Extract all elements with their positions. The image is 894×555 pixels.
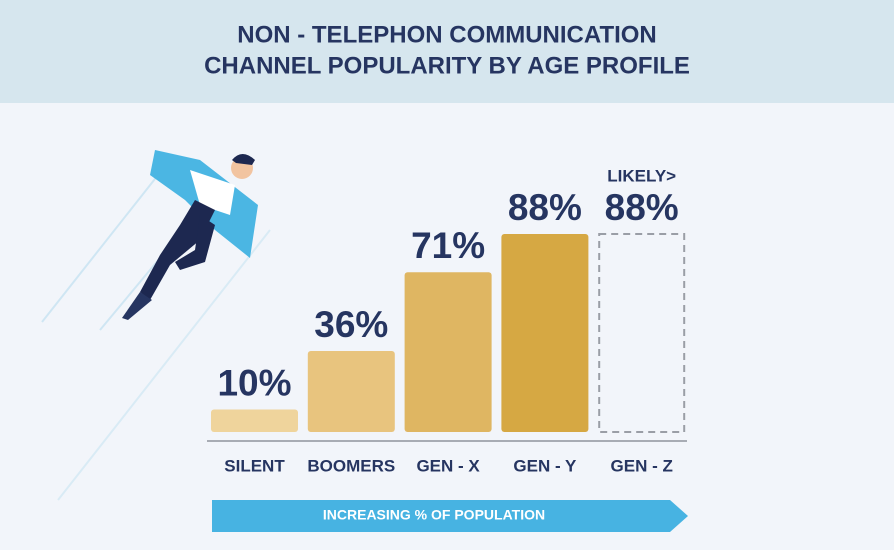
value-label: 36% xyxy=(314,304,388,345)
header-band xyxy=(0,0,894,103)
value-label: 10% xyxy=(217,362,291,403)
chart-title: CHANNEL POPULARITY BY AGE PROFILE xyxy=(204,52,690,79)
chart-title: NON - TELEPHON COMMUNICATION xyxy=(237,21,657,48)
arrow xyxy=(212,500,688,532)
bar xyxy=(211,409,298,432)
value-label: 88% xyxy=(605,187,679,228)
bar xyxy=(404,272,492,432)
annotation: LIKELY> xyxy=(607,166,676,185)
x-tick-label: GEN - Z xyxy=(611,456,673,475)
illustration xyxy=(41,150,271,501)
x-tick-label: SILENT xyxy=(224,456,285,475)
value-label: 71% xyxy=(411,225,485,266)
x-tick-label: GEN - X xyxy=(416,456,480,475)
bar xyxy=(307,351,395,432)
bar xyxy=(598,233,686,433)
value-label: 88% xyxy=(508,187,582,228)
x-tick-label: GEN - Y xyxy=(513,456,577,475)
x-tick-label: BOOMERS xyxy=(307,456,395,475)
bar xyxy=(501,234,589,432)
arrow-label: INCREASING % OF POPULATION xyxy=(323,507,545,523)
